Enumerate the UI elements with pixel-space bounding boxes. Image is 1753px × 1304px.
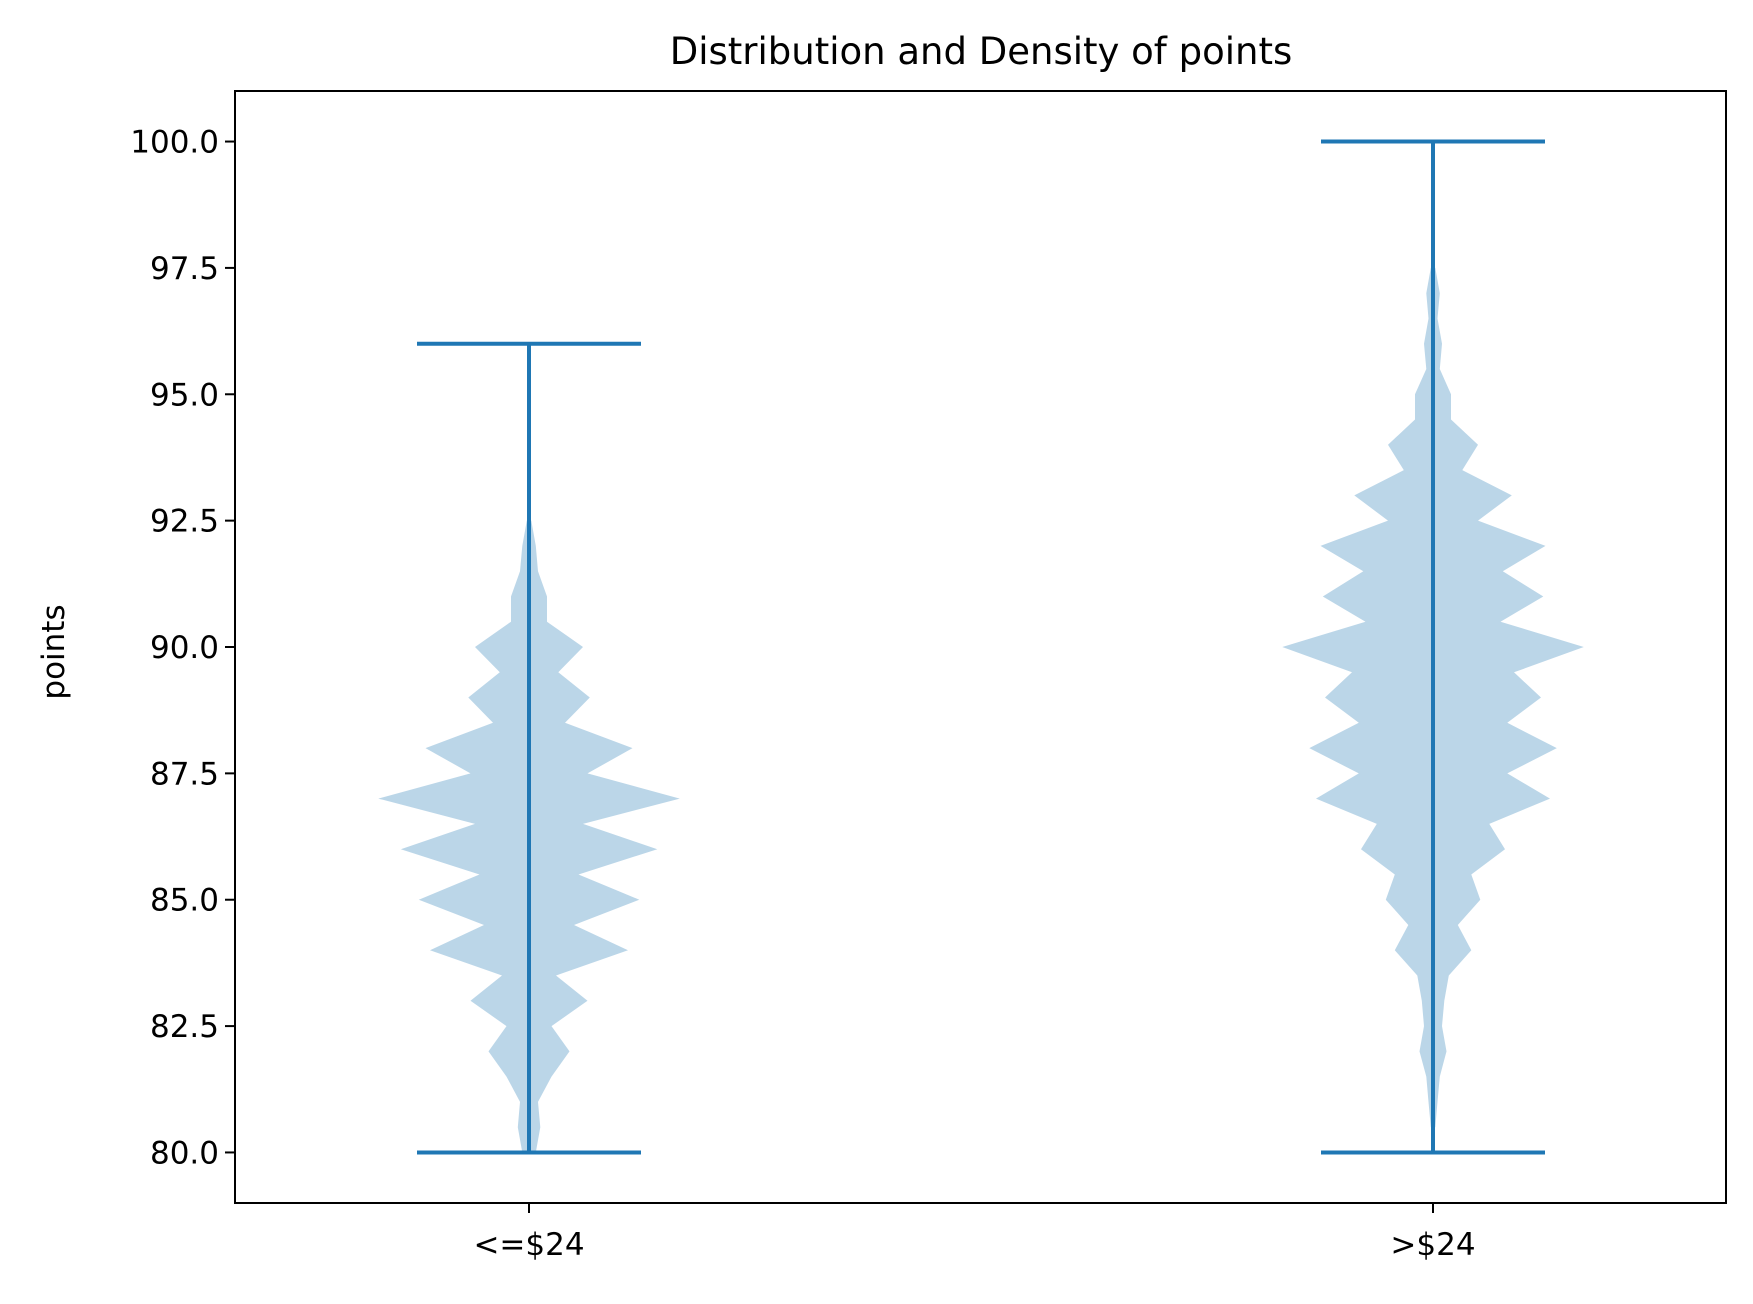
y-tick-label: 97.5 bbox=[150, 251, 219, 287]
y-tick-label: 85.0 bbox=[150, 883, 219, 919]
plot-area-frame bbox=[234, 90, 1727, 1204]
y-axis-label: points bbox=[36, 604, 72, 699]
x-tick-label-low-price: <=$24 bbox=[473, 1227, 584, 1263]
y-tick-label: 95.0 bbox=[150, 377, 219, 413]
y-axis-ticks: 80.0 82.5 85.0 87.5 90.0 92.5 95.0 97.5 100.0 bbox=[130, 125, 235, 1171]
violin-lines bbox=[417, 139, 1545, 1155]
y-tick-label: 87.5 bbox=[150, 756, 219, 792]
y-tick-label: 100.0 bbox=[130, 125, 219, 161]
y-tick-label: 82.5 bbox=[150, 1009, 219, 1045]
y-tick-label: 92.5 bbox=[150, 504, 219, 540]
x-tick-label-high-price: >$24 bbox=[1390, 1227, 1475, 1263]
y-tick-label: 80.0 bbox=[150, 1135, 219, 1171]
x-axis-ticks: <=$24 >$24 bbox=[473, 1203, 1476, 1263]
y-tick-label: 90.0 bbox=[150, 630, 219, 666]
chart-title: Distribution and Density of points bbox=[670, 30, 1292, 73]
